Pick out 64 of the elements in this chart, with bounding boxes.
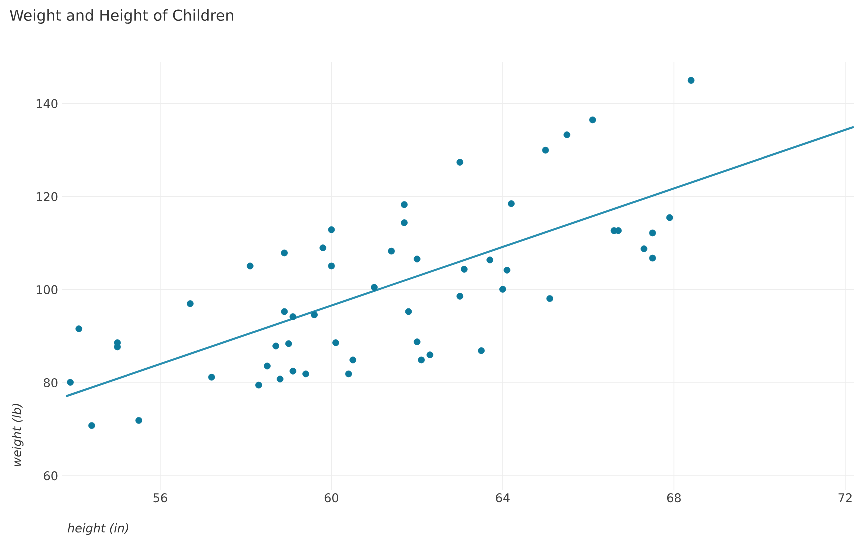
point xyxy=(67,379,74,386)
point xyxy=(286,340,292,348)
point xyxy=(332,340,340,346)
x-axis-title: height (in) xyxy=(68,524,128,536)
point xyxy=(136,417,142,424)
point xyxy=(320,244,327,252)
point xyxy=(246,262,254,270)
point xyxy=(371,284,378,292)
point xyxy=(290,314,297,320)
point xyxy=(564,132,571,138)
chart-title: Weight and Height of Children xyxy=(10,10,234,24)
point xyxy=(649,254,656,262)
point xyxy=(688,77,695,84)
y-tick-label: 120 xyxy=(36,192,58,202)
point xyxy=(264,362,271,370)
point xyxy=(486,256,494,264)
point xyxy=(666,214,674,222)
point xyxy=(589,116,596,124)
point xyxy=(542,146,550,154)
x-tick-label: 68 xyxy=(667,494,681,503)
point xyxy=(187,300,194,308)
y-tick-label: 60 xyxy=(44,472,58,481)
y-tick-label: 100 xyxy=(36,285,58,294)
point xyxy=(414,338,421,346)
x-tick-label: 60 xyxy=(324,494,339,503)
x-tick-label: 72 xyxy=(838,494,852,502)
point xyxy=(311,312,318,318)
y-tick-label: 140 xyxy=(36,99,58,108)
point xyxy=(508,200,515,208)
point xyxy=(504,267,511,274)
point xyxy=(456,159,464,166)
point xyxy=(345,370,352,378)
x-tick-label: 56 xyxy=(154,494,168,503)
point xyxy=(426,352,434,358)
point xyxy=(276,376,284,383)
point xyxy=(640,246,648,252)
point xyxy=(478,348,485,354)
point xyxy=(290,368,297,375)
point xyxy=(388,248,396,255)
point xyxy=(350,356,357,364)
point xyxy=(256,382,262,389)
point xyxy=(615,227,622,234)
point xyxy=(456,293,464,300)
point xyxy=(401,220,408,226)
point xyxy=(302,370,310,378)
point xyxy=(405,308,412,316)
y-tick-label: 80 xyxy=(44,378,58,388)
point xyxy=(208,374,216,381)
point xyxy=(328,226,336,234)
point xyxy=(500,286,506,293)
point xyxy=(414,256,421,263)
point xyxy=(418,356,426,364)
point xyxy=(649,230,656,237)
point xyxy=(546,295,554,302)
point xyxy=(328,262,336,270)
x-tick-label: 64 xyxy=(496,494,510,503)
point xyxy=(88,422,96,430)
point xyxy=(401,201,408,208)
point xyxy=(272,342,280,350)
point xyxy=(461,266,468,273)
y-axis-title: weight (lb) xyxy=(12,404,24,466)
point xyxy=(281,308,288,316)
point xyxy=(281,250,288,257)
point xyxy=(76,326,83,332)
